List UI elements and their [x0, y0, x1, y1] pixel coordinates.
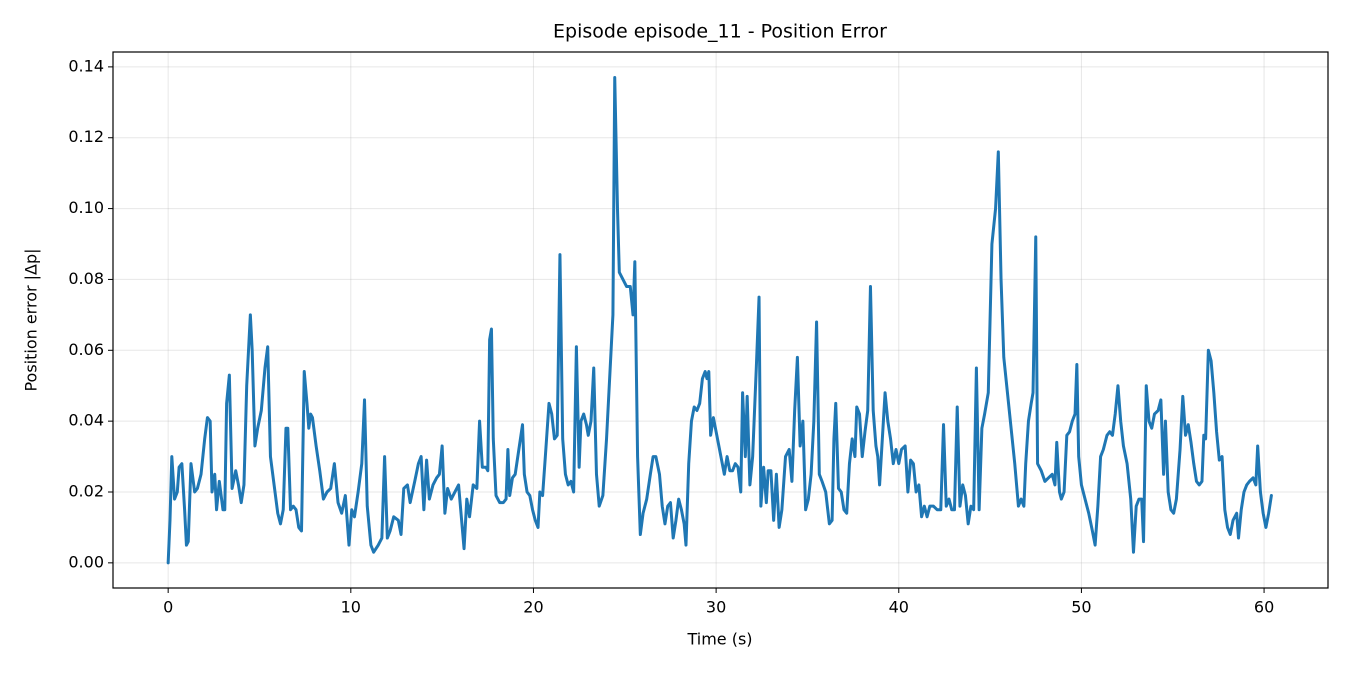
x-tick-label: 10 [341, 598, 361, 617]
y-tick-label: 0.06 [68, 340, 104, 359]
y-tick-label: 0.04 [68, 411, 104, 430]
y-tick-label: 0.14 [68, 56, 104, 75]
y-tick-label: 0.08 [68, 269, 104, 288]
chart-title: Episode episode_11 - Position Error [553, 21, 887, 43]
y-tick-label: 0.10 [68, 198, 104, 217]
y-tick-label: 0.12 [68, 127, 104, 146]
data-line [166, 76, 1273, 565]
y-axis-label: Position error |Δp| [22, 248, 41, 391]
x-tick-label: 30 [706, 598, 726, 617]
y-tick-label: 0.02 [68, 481, 104, 500]
x-tick-label: 0 [163, 598, 173, 617]
x-tick-label: 20 [523, 598, 543, 617]
x-tick-label: 50 [1071, 598, 1091, 617]
y-tick-label: 0.00 [68, 552, 104, 571]
plot-area: 0 10 20 30 40 50 60 0.00 0.02 0.04 0.06 0.08 0.10 0.1… [68, 51, 1329, 617]
x-axis-label: Time (s) [686, 630, 752, 649]
x-tick-label: 60 [1254, 598, 1274, 617]
axes-frame [112, 51, 1329, 589]
x-tick-label: 40 [889, 598, 909, 617]
